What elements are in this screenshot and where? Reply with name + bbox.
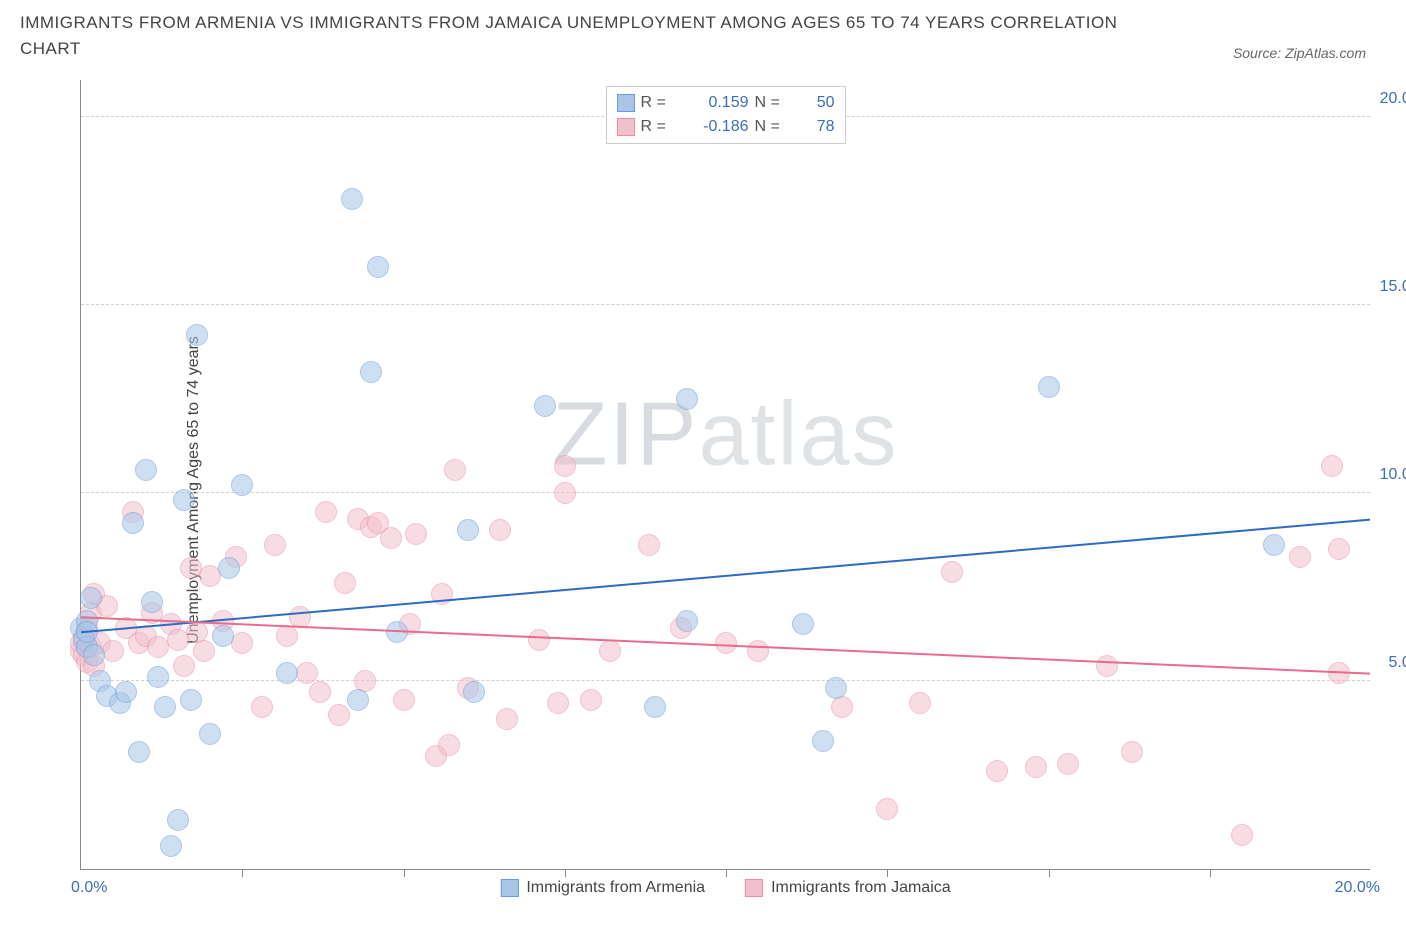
r-value: -0.186 — [681, 115, 749, 139]
r-value: 0.159 — [681, 91, 749, 115]
legend-label: Immigrants from Armenia — [526, 879, 705, 897]
legend-swatch — [617, 118, 635, 136]
y-tick-label: 5.0% — [1389, 654, 1406, 672]
x-tick — [1049, 869, 1050, 877]
x-tick — [565, 869, 566, 877]
plot-area: ZIPatlas R =0.159N =50R =-0.186N =78 0.0… — [80, 80, 1370, 870]
x-axis-max-label: 20.0% — [1335, 879, 1380, 897]
r-label: R = — [641, 91, 675, 115]
trend-line — [81, 520, 1370, 633]
r-label: R = — [641, 115, 675, 139]
x-tick — [404, 869, 405, 877]
y-tick-label: 20.0% — [1380, 90, 1406, 108]
x-tick — [1210, 869, 1211, 877]
y-tick-label: 15.0% — [1380, 278, 1406, 296]
legend-stat-row: R =-0.186N =78 — [617, 115, 835, 139]
legend-item: Immigrants from Jamaica — [745, 879, 951, 897]
x-axis-min-label: 0.0% — [71, 879, 107, 897]
x-tick — [242, 869, 243, 877]
trend-line — [81, 617, 1370, 673]
x-tick — [726, 869, 727, 877]
n-value: 78 — [795, 115, 835, 139]
legend-item: Immigrants from Armenia — [500, 879, 705, 897]
chart-title: IMMIGRANTS FROM ARMENIA VS IMMIGRANTS FR… — [20, 10, 1120, 61]
legend-stats: R =0.159N =50R =-0.186N =78 — [606, 86, 846, 144]
legend-swatch — [500, 879, 518, 897]
n-label: N = — [755, 115, 789, 139]
legend-swatch — [745, 879, 763, 897]
trend-lines — [81, 80, 1370, 869]
y-tick-label: 10.0% — [1380, 466, 1406, 484]
source-attribution: Source: ZipAtlas.com — [1233, 45, 1386, 61]
legend-swatch — [617, 94, 635, 112]
x-tick — [887, 869, 888, 877]
legend-stat-row: R =0.159N =50 — [617, 91, 835, 115]
n-value: 50 — [795, 91, 835, 115]
legend-series: Immigrants from Armenia Immigrants from J… — [500, 879, 950, 897]
legend-label: Immigrants from Jamaica — [771, 879, 951, 897]
chart-container: Unemployment Among Ages 65 to 74 years Z… — [50, 80, 1386, 900]
n-label: N = — [755, 91, 789, 115]
